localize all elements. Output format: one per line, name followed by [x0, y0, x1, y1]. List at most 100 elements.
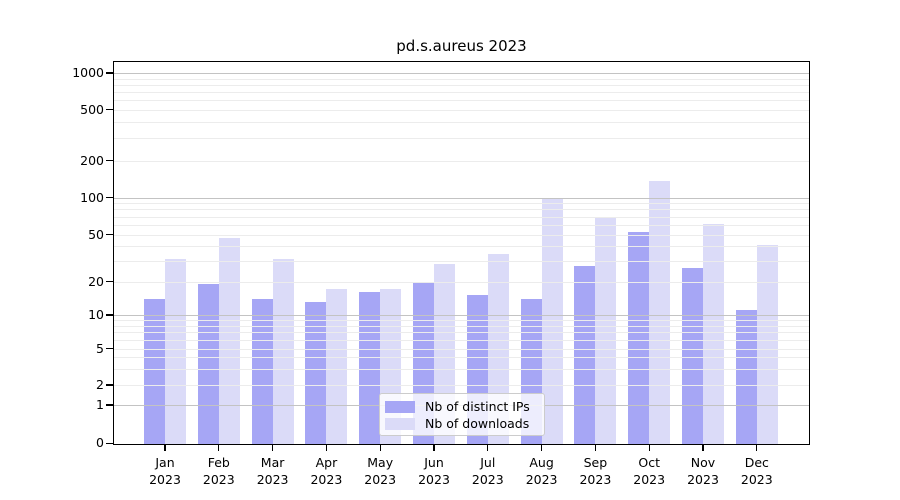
legend-item-downloads: Nb of downloads — [385, 415, 544, 432]
bar-downloads — [218, 237, 240, 444]
gridline-minor — [113, 216, 810, 218]
bar-downloads — [756, 244, 778, 444]
x-tick-mark — [164, 445, 166, 451]
x-tick-label: May 2023 — [364, 455, 397, 487]
y-tick-label: 5 — [96, 340, 104, 356]
x-tick-label: Nov 2023 — [687, 455, 719, 487]
gridline-minor — [113, 339, 810, 341]
x-tick-mark — [218, 445, 220, 451]
x-tick-mark — [702, 445, 704, 451]
bar-downloads — [165, 259, 186, 444]
gridline-minor — [113, 99, 810, 101]
y-tick-mark — [106, 347, 113, 350]
gridline-major — [113, 315, 810, 316]
x-tick-label: Aug 2023 — [525, 455, 558, 487]
gridline-major — [113, 73, 810, 74]
y-tick-label: 500 — [80, 101, 104, 117]
bar-distinct-ips — [735, 310, 757, 444]
gridline-minor — [113, 84, 810, 86]
chart-title: pd.s.aureus 2023 — [396, 37, 527, 55]
x-tick-label: Sep 2023 — [579, 455, 612, 487]
x-tick-mark — [433, 445, 435, 451]
gridline-minor — [113, 160, 810, 162]
gridline-minor — [113, 203, 810, 205]
x-tick-mark — [271, 445, 274, 451]
gridline-minor — [113, 224, 810, 226]
bar-downloads — [326, 289, 348, 444]
x-tick-mark — [756, 445, 758, 451]
gridline-minor — [113, 137, 810, 139]
gridline-major — [113, 197, 810, 199]
y-tick-mark — [106, 280, 113, 283]
x-tick-label: Feb 2023 — [202, 455, 235, 487]
gridline-minor — [113, 320, 810, 322]
bar-distinct-ips — [144, 298, 165, 444]
y-tick-mark — [106, 314, 113, 316]
gridline-minor — [113, 260, 810, 262]
gridline-minor — [113, 348, 810, 350]
gridline-minor — [113, 91, 810, 93]
gridline-minor — [113, 109, 810, 111]
gridline-minor — [113, 368, 810, 370]
gridline-minor — [113, 78, 810, 80]
y-tick-label: 2 — [96, 377, 104, 392]
y-tick-mark — [106, 233, 113, 236]
y-tick-mark — [106, 108, 113, 111]
legend: Nb of distinct IPs Nb of downloads — [379, 393, 545, 436]
y-tick-label: 100 — [80, 189, 104, 205]
y-tick-label: 0 — [96, 435, 104, 451]
y-tick-mark — [106, 159, 113, 162]
bar-distinct-ips — [682, 268, 703, 444]
legend-swatch-ips-icon — [385, 400, 415, 413]
y-tick-mark — [106, 196, 113, 199]
gridline-minor — [113, 325, 810, 327]
y-tick-mark — [106, 384, 113, 386]
legend-item-distinct-ips: Nb of distinct IPs — [385, 398, 544, 415]
x-tick-label: Jan 2023 — [149, 455, 181, 487]
y-tick-label: 10 — [88, 307, 104, 322]
plot-area — [113, 61, 810, 445]
y-tick-label: 200 — [80, 152, 104, 168]
gridline-minor — [113, 234, 810, 236]
bar-distinct-ips — [251, 298, 273, 444]
x-tick-mark — [487, 445, 489, 451]
x-tick-label: Mar 2023 — [256, 455, 289, 487]
x-tick-mark — [594, 445, 597, 451]
y-tick-label: 20 — [88, 273, 104, 289]
y-tick-label: 1 — [96, 397, 104, 412]
bar-distinct-ips — [628, 232, 650, 444]
x-tick-mark — [648, 445, 650, 451]
gridline-minor — [113, 357, 810, 359]
x-tick-mark — [379, 445, 381, 451]
legend-label: Nb of distinct IPs — [425, 399, 530, 414]
x-tick-mark — [325, 445, 328, 451]
x-tick-label: Dec 2023 — [740, 455, 773, 487]
bar-downloads — [595, 218, 617, 444]
x-tick-label: Apr 2023 — [310, 455, 343, 487]
y-tick-label: 50 — [88, 226, 104, 242]
y-tick-mark — [106, 404, 113, 406]
gridline-minor — [113, 385, 810, 386]
bar-downloads — [541, 199, 563, 444]
bar-distinct-ips — [197, 283, 219, 444]
gridline-minor — [113, 281, 810, 283]
gridline-minor — [113, 209, 810, 211]
bar-distinct-ips — [305, 302, 327, 444]
x-tick-label: Jun 2023 — [418, 455, 450, 487]
bar-distinct-ips — [359, 292, 381, 444]
y-tick-label: 1000 — [72, 65, 104, 80]
bar-downloads — [272, 259, 294, 444]
bar-downloads — [703, 223, 724, 444]
legend-swatch-downloads-icon — [385, 417, 415, 430]
x-tick-mark — [540, 445, 543, 451]
gridline-minor — [113, 245, 810, 247]
y-tick-mark — [106, 72, 113, 74]
gridline-minor — [113, 121, 810, 123]
bar-downloads — [649, 181, 671, 444]
x-tick-label: Jul 2023 — [471, 455, 504, 487]
y-tick-mark — [106, 442, 113, 444]
gridline-minor — [113, 332, 810, 334]
legend-label: Nb of downloads — [425, 416, 530, 431]
bar-distinct-ips — [574, 266, 596, 444]
